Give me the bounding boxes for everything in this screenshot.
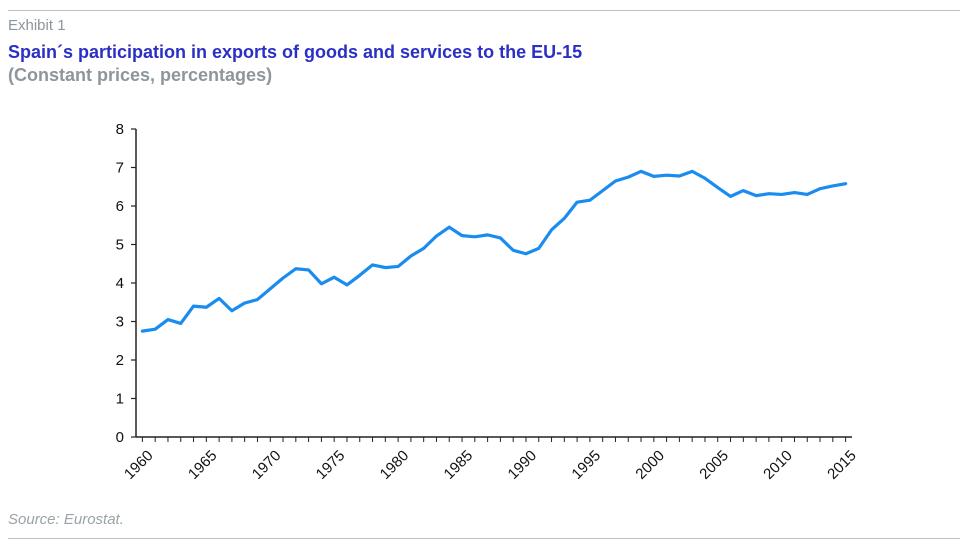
data-point: [345, 283, 349, 287]
x-tick-label: 1985: [441, 447, 477, 483]
data-point: [627, 175, 630, 179]
chart-title: Spain´s participation in exports of good…: [8, 42, 583, 62]
x-tick-label: 1995: [568, 447, 604, 483]
data-point: [831, 184, 835, 188]
x-tick-label: 1980: [377, 447, 413, 483]
data-point: [281, 276, 285, 280]
y-tick-label: 4: [116, 275, 124, 292]
x-tick-label: 2005: [696, 447, 732, 483]
x-tick-label: 1970: [249, 447, 285, 483]
series-layer: [140, 169, 848, 333]
data-point: [460, 234, 464, 237]
data-point: [588, 199, 592, 202]
y-tick-label: 3: [116, 314, 124, 331]
data-point: [652, 175, 656, 178]
x-tick-label: 1975: [313, 447, 349, 483]
data-point: [179, 322, 182, 325]
data-point: [332, 276, 336, 279]
bottom-rule: [8, 538, 960, 539]
data-point: [230, 309, 234, 312]
data-point: [409, 254, 413, 258]
data-point: [153, 328, 157, 331]
data-point: [537, 247, 540, 250]
data-point: [716, 186, 719, 189]
data-point: [243, 301, 246, 305]
data-point: [639, 170, 643, 173]
data-point: [780, 193, 783, 196]
data-point: [844, 182, 847, 185]
data-point: [499, 236, 502, 240]
top-rule: [8, 10, 960, 11]
data-point: [678, 174, 681, 178]
y-tick-label: 1: [116, 391, 124, 408]
x-tick-label: 1960: [121, 447, 157, 483]
data-point: [511, 249, 515, 252]
data-point: [754, 194, 758, 197]
data-point: [217, 297, 221, 300]
data-point: [396, 265, 400, 268]
data-point: [690, 170, 694, 173]
data-point: [435, 234, 438, 238]
data-point: [665, 174, 668, 177]
data-point: [806, 193, 809, 196]
source-note: Source: Eurostat.: [8, 511, 124, 528]
x-tick-label: 2000: [632, 447, 668, 483]
data-point: [320, 282, 323, 285]
data-point: [473, 235, 477, 238]
chart-subtitle: (Constant prices, percentages): [8, 65, 273, 85]
data-point: [793, 191, 796, 194]
x-tick-label: 1990: [505, 447, 541, 483]
x-tick-label: 2015: [824, 447, 860, 483]
data-point: [767, 192, 771, 195]
data-point: [371, 263, 374, 267]
y-tick-label: 5: [116, 237, 124, 254]
y-tick-label: 6: [116, 198, 124, 215]
data-point: [422, 247, 425, 250]
data-point: [269, 287, 272, 290]
y-tick-label: 0: [116, 429, 124, 446]
data-point: [166, 318, 170, 321]
y-axis: 0 1 2 3 4 5 6 7 8: [116, 121, 137, 446]
data-point: [141, 329, 144, 333]
data-point: [563, 217, 566, 220]
data-point: [448, 225, 451, 229]
data-point: [742, 189, 745, 192]
data-point: [575, 200, 579, 204]
data-point: [307, 268, 310, 272]
series-line: [140, 169, 848, 333]
data-point: [192, 304, 195, 308]
data-point: [294, 267, 298, 270]
data-point: [601, 189, 604, 192]
y-tick-label: 8: [116, 121, 124, 138]
data-point: [384, 266, 387, 269]
data-point: [550, 228, 553, 232]
data-point: [205, 306, 208, 309]
data-point: [614, 179, 617, 183]
data-point: [358, 274, 361, 277]
x-tick-label: 2010: [760, 447, 796, 483]
data-point: [256, 298, 259, 301]
exhibit-label: Exhibit 1: [8, 17, 66, 34]
x-axis: 1960 1965 1970 1975 1980 1985 1990 1995 2000 2005…: [121, 436, 860, 483]
data-point: [703, 177, 707, 180]
data-point: [818, 187, 822, 190]
data-point: [729, 195, 732, 198]
y-tick-label: 2: [116, 352, 124, 369]
y-tick-label: 7: [116, 160, 124, 177]
x-tick-label: 1965: [185, 447, 221, 483]
data-point: [486, 233, 489, 237]
data-point: [524, 252, 528, 255]
